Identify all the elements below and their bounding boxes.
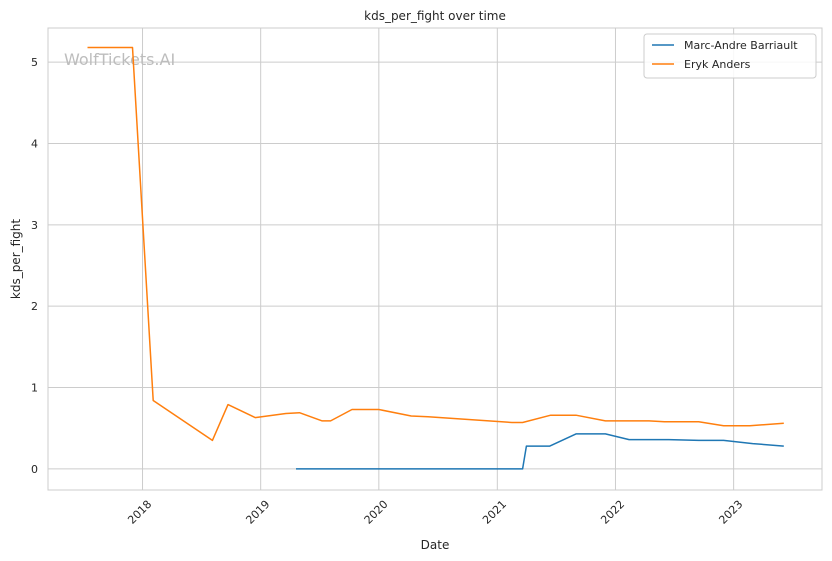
y-tick-label: 1 [31,382,38,395]
x-tick-label: 2020 [362,498,391,527]
legend-box [643,33,817,79]
y-tick-label: 0 [31,463,38,476]
tick-labels: 0 1 2 3 4 5 2018 2019 2020 2021 2022 2023 [31,56,745,527]
x-tick-label: 2019 [243,498,272,527]
legend-label: Marc-Andre Barriault [684,39,798,52]
legend-label: Eryk Anders [684,58,751,71]
x-tick-label: 2023 [716,498,745,527]
y-axis-label: kds_per_fight [9,219,23,300]
series-lines [87,46,784,470]
x-tick-label: 2018 [125,498,154,527]
y-tick-label: 2 [31,300,38,313]
x-tick-label: 2022 [598,498,627,527]
x-tick-label: 2021 [480,498,509,527]
chart-title: kds_per_fight over time [364,9,506,23]
legend: Marc-Andre Barriault Eryk Anders [643,33,817,79]
grid [48,28,822,490]
y-tick-label: 3 [31,219,38,232]
watermark: WolfTickets.AI [64,50,175,69]
axes [47,27,823,491]
series-line [87,46,784,442]
series-line [296,433,784,470]
y-tick-label: 4 [31,138,38,151]
plot-frame [47,27,823,491]
x-axis-label: Date [421,538,450,552]
y-tick-label: 5 [31,56,38,69]
